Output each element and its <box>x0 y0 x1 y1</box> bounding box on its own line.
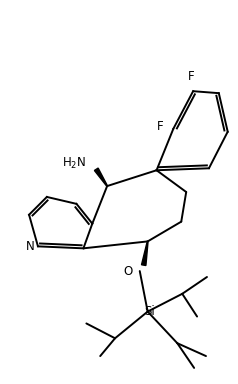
Text: Si: Si <box>144 305 155 318</box>
Text: F: F <box>157 120 164 133</box>
Text: N: N <box>26 240 35 253</box>
Text: O: O <box>124 265 133 278</box>
Polygon shape <box>94 168 108 186</box>
Text: H$_2$N: H$_2$N <box>62 156 86 171</box>
Text: F: F <box>188 70 194 83</box>
Polygon shape <box>142 242 148 265</box>
